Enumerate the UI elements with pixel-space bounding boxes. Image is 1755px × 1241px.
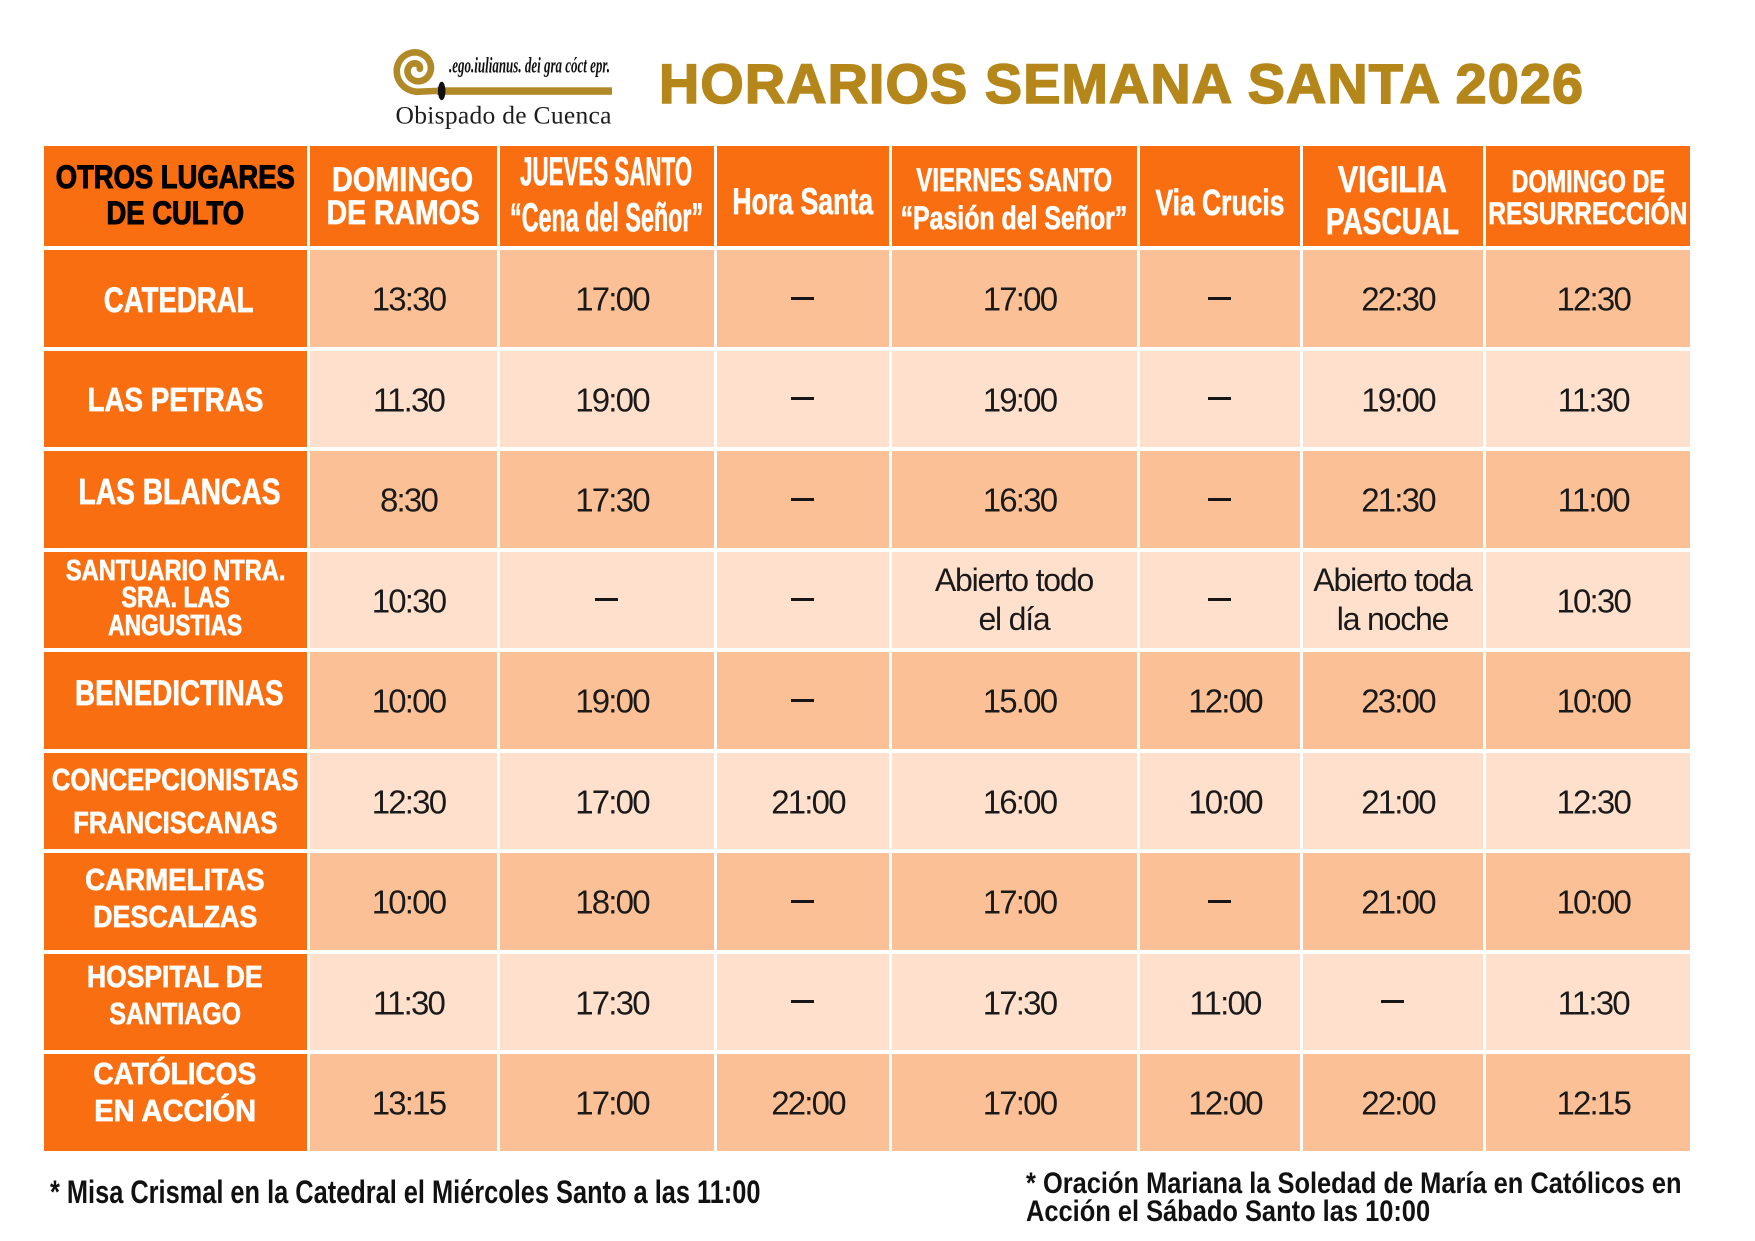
svg-text:Obispado de Cuenca: Obispado de Cuenca [396,101,612,130]
svg-text:.ego.iulianus. dei gra cóct ep: .ego.iulianus. dei gra cóct epr. [449,53,610,78]
